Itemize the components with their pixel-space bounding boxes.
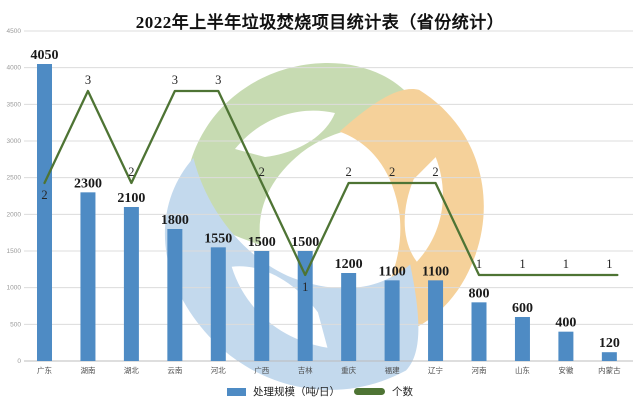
category-label: 广西: [254, 365, 269, 375]
y-tick-label: 4500: [7, 28, 22, 35]
count-label: 1: [563, 257, 569, 271]
count-label: 3: [172, 73, 178, 87]
bar: [601, 352, 617, 361]
bar: [210, 247, 226, 361]
bar: [297, 251, 313, 361]
bar-value-label: 1100: [378, 264, 405, 279]
bar: [384, 280, 400, 361]
bar: [341, 273, 357, 361]
count-label: 2: [128, 165, 134, 179]
count-line: [43, 89, 619, 277]
legend-item-line: 个数: [353, 384, 413, 399]
y-tick-label: 1500: [7, 248, 22, 255]
legend: 处理规模（吨/日） 个数: [0, 384, 640, 399]
bar: [558, 331, 574, 361]
bar: [123, 207, 139, 361]
bar-value-label: 1800: [161, 213, 189, 228]
y-tick-label: 4000: [7, 65, 22, 72]
category-label: 吉林: [298, 365, 313, 375]
bar-value-label: 400: [555, 316, 576, 331]
bar: [471, 302, 487, 361]
category-label: 湖南: [80, 365, 95, 375]
y-tick-label: 3000: [7, 138, 22, 145]
bar-value-label: 800: [469, 286, 490, 301]
category-label: 辽宁: [428, 365, 443, 375]
y-tick-label: 2000: [7, 211, 22, 218]
count-label: 1: [606, 257, 612, 271]
chart-title: 2022年上半年垃圾焚烧项目统计表（省份统计）: [135, 13, 505, 32]
count-label: 1: [302, 280, 308, 294]
bar: [37, 64, 52, 361]
y-tick-label: 2500: [7, 175, 22, 182]
bar-value-label: 1550: [204, 231, 232, 246]
bar-value-label: 4050: [31, 48, 59, 63]
category-labels: 广东 湖南 湖北 云南 河北 广西 吉林 重庆 福建 辽宁 河南 山东 安徽 内蒙古: [37, 365, 621, 375]
count-labels: 2 3 2 3 3 2 1 2 2 2 1 1 1 1: [41, 73, 612, 294]
count-label: 3: [215, 73, 221, 87]
bar: [514, 317, 530, 361]
count-label: 1: [519, 257, 525, 271]
bar-value-label: 1500: [291, 235, 319, 250]
legend-line-label: 个数: [391, 386, 413, 398]
category-label: 河南: [472, 365, 487, 375]
count-label: 2: [432, 165, 438, 179]
bar-value-label: 120: [599, 336, 620, 351]
bar-value-label: 600: [512, 301, 533, 316]
count-label: 2: [389, 165, 395, 179]
bar: [428, 280, 444, 361]
bar-value-label: 2100: [117, 191, 145, 206]
y-tick-label: 0: [17, 358, 21, 365]
category-label: 湖北: [124, 366, 139, 375]
category-label: 福建: [385, 365, 400, 375]
category-label: 内蒙古: [598, 365, 621, 375]
count-label: 2: [346, 165, 352, 179]
category-label: 山东: [515, 365, 530, 375]
y-tick-label: 500: [10, 321, 21, 328]
y-tick-label: 1000: [7, 285, 22, 292]
bar-value-label: 2300: [74, 176, 102, 191]
category-label: 安徽: [558, 365, 573, 375]
count-label: 2: [259, 165, 265, 179]
bar: [254, 251, 270, 361]
watermark-logo: [164, 62, 484, 390]
bar-value-label: 1200: [335, 257, 363, 272]
bar-value-label: 1500: [248, 235, 276, 250]
legend-bar-label: 处理规模（吨/日）: [253, 386, 340, 398]
count-label: 2: [41, 188, 47, 202]
count-label: 3: [85, 73, 91, 87]
category-label: 云南: [167, 365, 182, 375]
category-label: 重庆: [341, 365, 356, 375]
category-label: 河北: [211, 366, 226, 375]
category-label: 广东: [37, 365, 52, 375]
bar: [167, 229, 183, 361]
bar-series-swatch-icon: [227, 387, 247, 396]
line-series-swatch-icon: [353, 388, 385, 395]
count-label: 1: [476, 257, 482, 271]
y-tick-label: 3500: [7, 101, 22, 108]
bar: [80, 192, 96, 361]
legend-item-bar: 处理规模（吨/日）: [227, 384, 340, 399]
bar-value-label: 1100: [422, 264, 449, 279]
